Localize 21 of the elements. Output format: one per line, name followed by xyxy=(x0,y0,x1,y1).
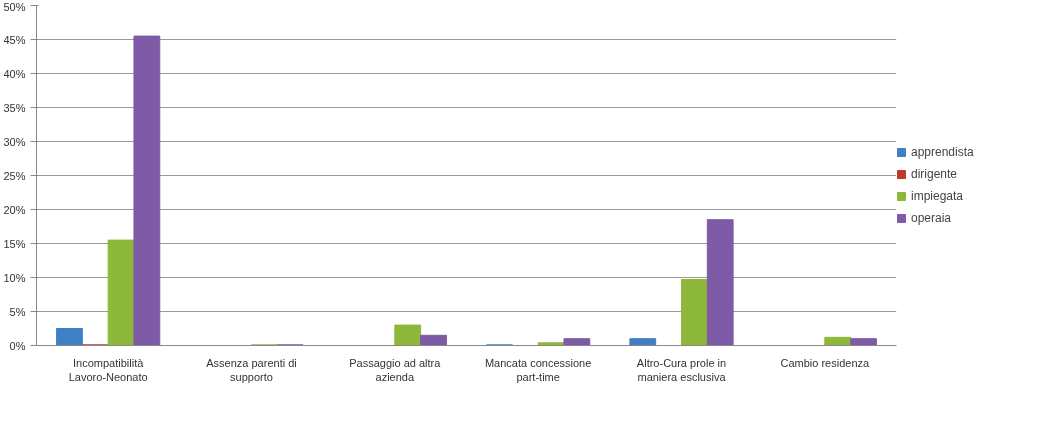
y-tick-label: 20% xyxy=(3,203,26,216)
x-tick-label: Passaggio ad altra azienda xyxy=(349,356,442,383)
x-tick-label: Mancata concessione part-time xyxy=(484,356,592,383)
x-tick-label: Altro-Cura prole in maniera esclusiva xyxy=(636,356,727,383)
y-tick-label: 40% xyxy=(3,67,26,80)
x-tick-label: Incompatibilità Lavoro-Neonato xyxy=(68,356,148,383)
y-tick-label: 30% xyxy=(3,135,26,148)
y-tick-label: 15% xyxy=(3,237,26,250)
y-tick-label: 25% xyxy=(3,169,26,182)
x-tick-label: Cambio residenza xyxy=(780,356,871,369)
y-tick-label: 5% xyxy=(9,305,26,318)
legend-label: operaia xyxy=(911,211,952,225)
y-tick-label: 35% xyxy=(3,101,26,114)
x-tick-label: Assenza parenti di supporto xyxy=(206,356,297,383)
legend-label: impiegata xyxy=(911,189,964,203)
y-tick-label: 45% xyxy=(3,33,26,46)
legend-label: apprendista xyxy=(911,145,974,159)
y-tick-label: 0% xyxy=(9,339,26,352)
y-tick-label: 50% xyxy=(3,0,26,13)
y-tick-label: 10% xyxy=(3,271,26,284)
legend-label: dirigente xyxy=(911,167,958,181)
